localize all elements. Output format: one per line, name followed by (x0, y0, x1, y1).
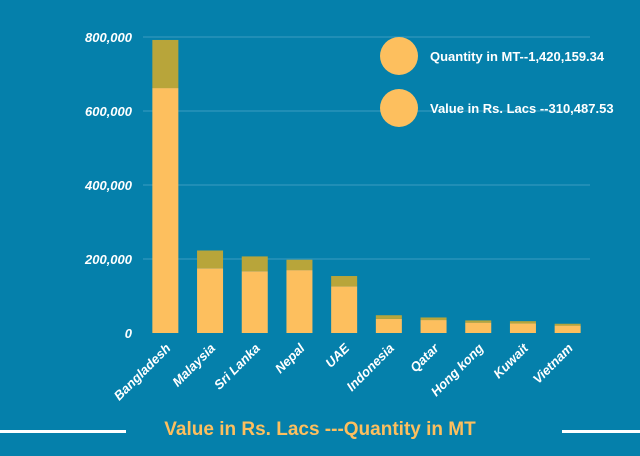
x-tick-label: Sri Lanka (211, 341, 263, 393)
bar-segment-value (420, 317, 447, 321)
legend-label-value: Value in Rs. Lacs --310,487.53 (430, 100, 614, 116)
x-tick-label: Indonesia (343, 341, 397, 395)
bar-segment-value (375, 315, 402, 319)
legend-swatch-icon (380, 37, 418, 75)
bar-segment-quantity (375, 318, 402, 333)
caption-rule-right (562, 430, 640, 433)
legend-item-value: Value in Rs. Lacs --310,487.53 (380, 89, 614, 127)
legend-label-quantity: Quantity in MT--1,420,159.34 (430, 48, 605, 64)
bar-segment-value (554, 323, 581, 326)
y-tick-label: 600,000 (85, 104, 133, 119)
legend-swatch-icon (380, 89, 418, 127)
y-tick-label: 0 (125, 326, 133, 341)
bar-segment-quantity (331, 286, 358, 333)
x-tick-label: Nepal (272, 340, 308, 376)
bar-segment-quantity (241, 271, 268, 333)
bar-segment-quantity (197, 268, 224, 333)
bar-segment-quantity (152, 88, 179, 333)
bar-segment-value (465, 320, 492, 323)
bar-segment-quantity (465, 322, 492, 333)
bar-segment-value (509, 321, 536, 324)
bar-segment-value (331, 276, 358, 287)
bar-segment-value (152, 39, 179, 89)
bar-segment-quantity (509, 323, 536, 333)
bar-segment-value (197, 250, 224, 269)
bar-segment-value (286, 259, 313, 271)
bar-segment-quantity (420, 320, 447, 333)
bar-segment-value (241, 256, 268, 272)
x-tick-label: Qatar (407, 340, 442, 375)
y-tick-label: 200,000 (84, 252, 133, 267)
chart-title: Value in Rs. Lacs ---Quantity in MT (164, 419, 476, 440)
x-tick-label: UAE (322, 340, 352, 370)
x-tick-label: Bangladesh (111, 340, 174, 403)
y-tick-label: 800,000 (85, 30, 133, 45)
caption-rule-left (0, 430, 126, 433)
x-tick-label: Kuwait (490, 340, 531, 381)
x-tick-label: Vietnam (530, 340, 576, 386)
bar-segment-quantity (286, 270, 313, 333)
y-tick-label: 400,000 (84, 178, 133, 193)
legend-item-quantity: Quantity in MT--1,420,159.34 (380, 37, 604, 75)
bar-segment-quantity (554, 325, 581, 333)
